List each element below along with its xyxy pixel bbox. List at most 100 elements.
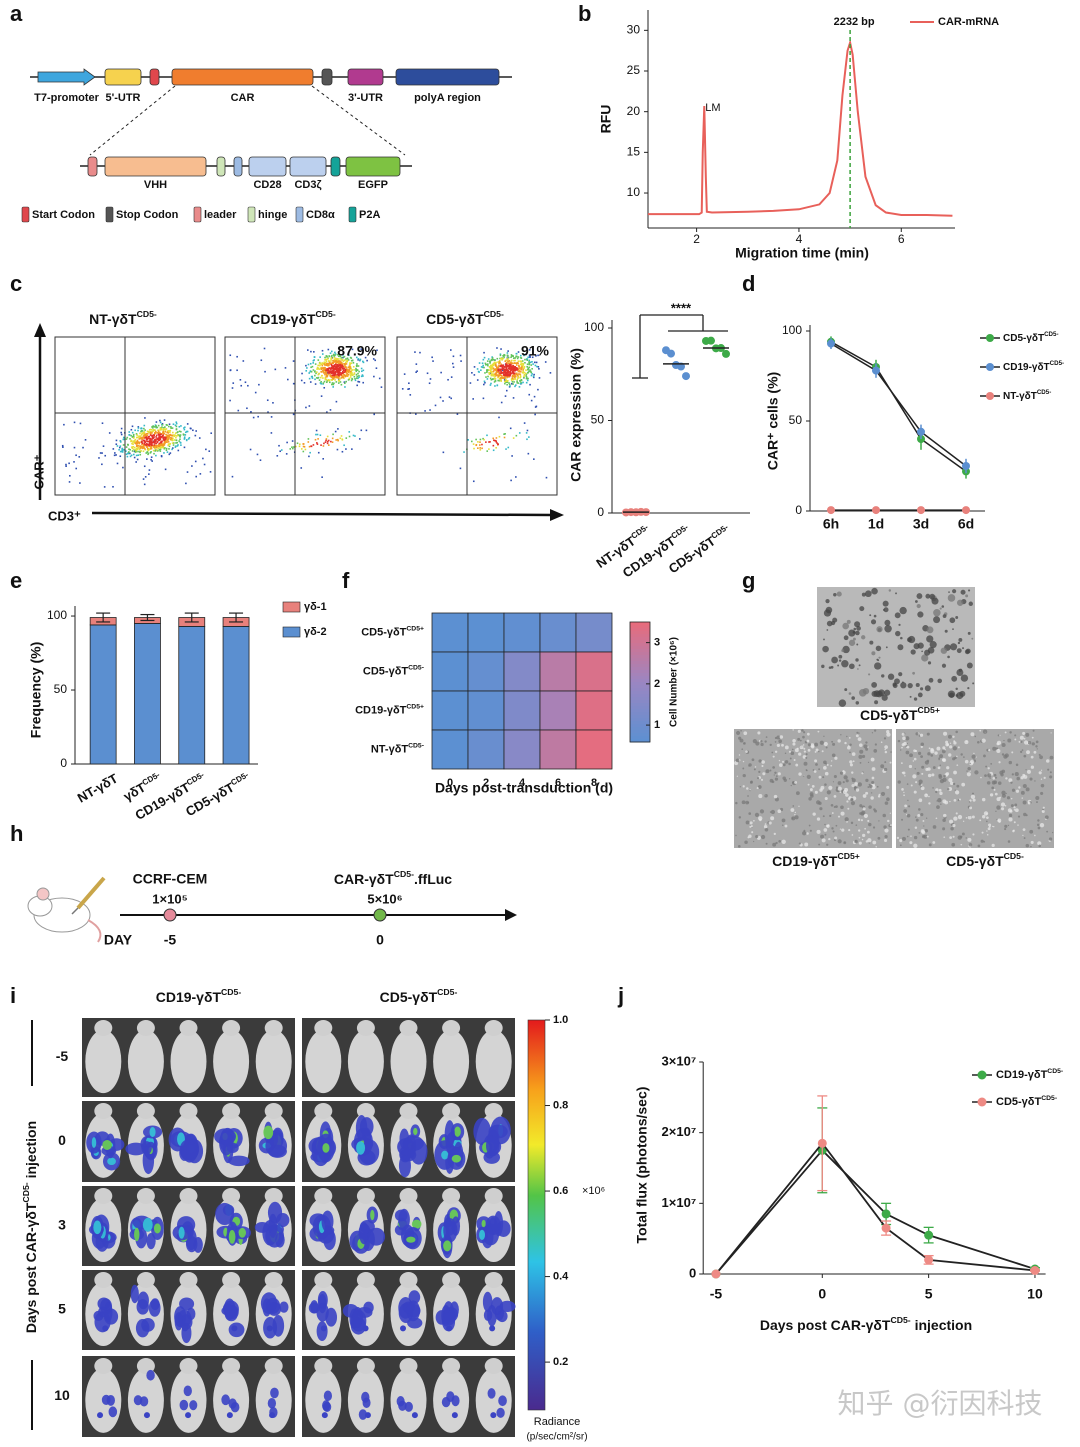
- cell: [1015, 789, 1020, 793]
- flow-event: [327, 379, 330, 381]
- flow-event: [351, 374, 354, 376]
- marker-label: 2232 bp: [834, 16, 875, 28]
- flow-event: [499, 354, 502, 357]
- flow-event: [164, 429, 167, 431]
- signal: [350, 1317, 367, 1335]
- flow-event: [137, 446, 139, 449]
- flow-event: [507, 365, 510, 368]
- cell: [960, 674, 969, 682]
- flow-event: [168, 434, 170, 436]
- flow-event: [163, 419, 166, 421]
- mouse-tail: [87, 919, 102, 943]
- cell: [774, 777, 779, 781]
- flow-event: [137, 440, 139, 443]
- event-label-text: CAR-γδT: [334, 871, 394, 887]
- flow-event: [344, 374, 347, 377]
- cell: [981, 738, 986, 743]
- flow-event: [148, 440, 150, 443]
- flow-event: [483, 366, 485, 369]
- flow-event: [487, 369, 489, 371]
- flow-event: [357, 377, 359, 380]
- flow-event: [355, 373, 358, 376]
- flow-event: [156, 437, 158, 440]
- flow-event: [312, 369, 315, 371]
- cell: [951, 842, 956, 847]
- cell: [1040, 783, 1045, 788]
- cell: [798, 805, 800, 808]
- cell: [832, 781, 835, 783]
- cell: [806, 739, 810, 743]
- flow-event: [503, 354, 506, 357]
- flow-event: [508, 363, 511, 366]
- flow-event: [510, 369, 512, 371]
- cell: [853, 627, 857, 631]
- cell: [907, 828, 910, 831]
- y-tick-label: 0: [689, 1265, 696, 1280]
- legend-label: P2A: [359, 209, 380, 221]
- flow-event: [509, 371, 512, 373]
- flow-event: [521, 360, 524, 362]
- flow-event: [125, 450, 127, 452]
- flow-event: [489, 366, 491, 368]
- flow-event: [138, 448, 141, 450]
- signal: [499, 1300, 516, 1313]
- flow-event: [340, 377, 343, 379]
- flow-event: [497, 443, 499, 445]
- legend-label-sup: CD5-: [1050, 360, 1064, 367]
- flow-event: [148, 469, 151, 471]
- cell: [811, 745, 815, 749]
- flow-event: [178, 440, 180, 442]
- cell: [792, 729, 794, 731]
- dot: [667, 349, 675, 358]
- signal: [142, 1325, 149, 1332]
- flow-event: [500, 348, 502, 350]
- flow-event: [351, 348, 354, 351]
- flow-event: [152, 427, 154, 429]
- flow-event: [122, 444, 125, 446]
- cell: [764, 823, 767, 825]
- flow-event: [153, 444, 156, 446]
- x-tick-label-sup: CD5-: [229, 770, 250, 787]
- cell: [952, 757, 956, 761]
- colorbar-tick-label: 1: [654, 719, 660, 731]
- event-day: 0: [376, 932, 384, 948]
- flow-event: [135, 449, 138, 452]
- flow-event: [149, 431, 152, 434]
- flow-event: [320, 395, 323, 397]
- flow-event: [168, 423, 171, 426]
- percent-label: 87.9%: [337, 343, 377, 359]
- flow-event: [401, 388, 404, 390]
- cell: [862, 833, 866, 838]
- colorbar-slice: [630, 652, 650, 656]
- car-negative-population: [231, 428, 368, 478]
- flow-event: [332, 376, 334, 378]
- flow-event: [153, 440, 156, 443]
- cell: [915, 682, 920, 688]
- signal: [397, 1138, 415, 1156]
- cell: [763, 825, 768, 829]
- flow-event: [156, 426, 159, 429]
- bar-segment: [89, 624, 117, 765]
- cell: [985, 765, 988, 768]
- flow-event: [115, 443, 118, 446]
- flow-event: [518, 432, 521, 434]
- data-point: [924, 1230, 934, 1240]
- colorbar-slice: [630, 622, 650, 626]
- cell: [837, 839, 842, 844]
- cell: [981, 797, 986, 802]
- flow-event: [521, 371, 524, 374]
- cell: [1014, 803, 1018, 807]
- cell: [927, 773, 932, 778]
- data-point: [872, 366, 880, 375]
- mouse-head: [484, 1188, 503, 1204]
- flow-event: [526, 429, 529, 432]
- flow-event: [360, 429, 363, 432]
- flow-event: [138, 442, 141, 445]
- flow-event: [175, 428, 178, 431]
- x-tick-label: 6d: [958, 516, 974, 532]
- flow-event: [549, 372, 552, 374]
- flow-event: [545, 476, 548, 479]
- flow-event: [160, 446, 163, 449]
- cell: [856, 626, 861, 631]
- flow-event: [142, 478, 145, 480]
